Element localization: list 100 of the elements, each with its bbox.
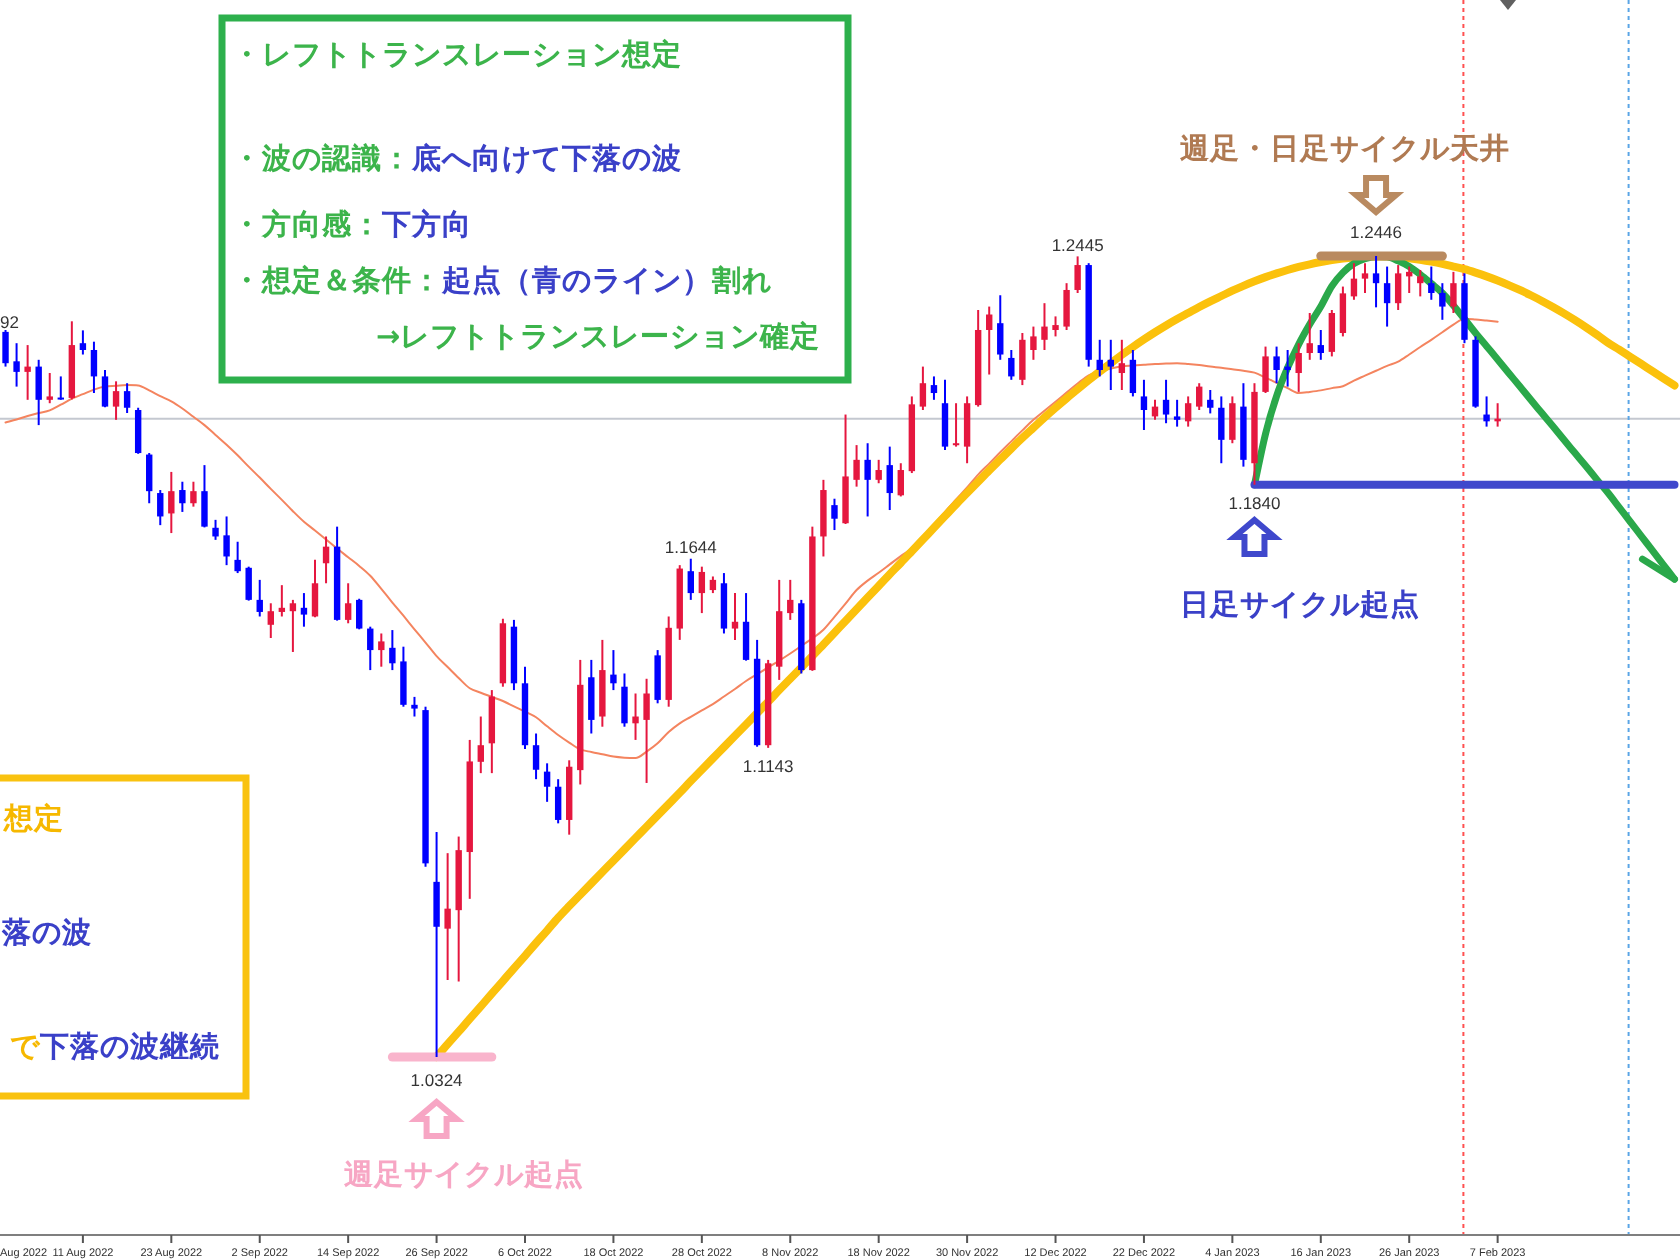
candlestick [1317,328,1324,361]
candlestick [1229,395,1236,445]
annotation: 1.1840 [1228,492,1282,513]
text: ・レフトトランスレーション想定 [232,36,682,72]
candlestick [444,852,451,981]
candlestick [1096,338,1103,378]
candlestick [367,625,374,672]
annotation: 落の波 [0,916,92,950]
candlestick [1417,268,1424,298]
candlestick [820,478,827,558]
candlestick [1483,395,1490,428]
candlestick [344,582,352,625]
candlestick [941,378,949,452]
candlestick [997,294,1004,361]
candlestick [698,565,706,615]
candlestick [532,732,540,781]
candlestick [963,395,971,465]
candlestick [13,342,20,388]
text: ・方向感： [232,206,382,242]
candlestick [35,358,42,427]
candlestick [300,592,308,628]
candlestick [190,480,197,508]
candlestick [57,375,64,401]
text: ・波の認識： [232,142,412,176]
annotation: 1.0324 [410,1070,464,1090]
candlestick [378,632,385,668]
candlestick [157,489,164,527]
candlestick [101,369,109,409]
candlestick [411,695,418,718]
candlestick [146,452,153,505]
candlestick [356,597,363,631]
candlestick [1052,315,1059,338]
candlestick [1196,382,1203,412]
candlestick [256,578,263,618]
candlestick [322,535,330,585]
annotation: 下落の波継続 [38,1030,220,1064]
candlestick [687,557,694,601]
candlestick [433,831,440,1058]
candlestick [1074,255,1081,294]
candlestick [1306,312,1313,361]
candlestick [1030,325,1037,361]
candlestick [46,372,53,405]
candlestick [389,629,396,672]
candlestick [1428,265,1435,301]
candlestick [897,462,904,498]
candlestick [554,778,562,825]
candlestick [1262,345,1269,395]
candlestick [588,658,595,735]
candlestick [201,464,208,529]
candlestick [1450,270,1457,314]
candlestick [742,592,750,662]
candlestick [212,518,219,541]
candlestick [1063,282,1070,331]
candlestick [267,602,274,639]
annotation: 1.2446 [1350,222,1403,242]
candlestick [1361,262,1369,294]
candlestick [1184,395,1192,428]
candlestick [610,649,617,692]
candlestick [24,344,31,401]
candlestick [234,540,241,575]
candlestick [1207,389,1214,415]
candlestick [1118,338,1126,391]
candlestick [179,480,186,513]
candlestick [112,380,120,421]
candlestick [488,689,496,775]
candlestick [2,328,9,368]
text: 週足・日足サイクル天井 [1178,132,1510,166]
candlestick [1295,342,1302,393]
candlestick [654,649,661,705]
candlestick [720,572,728,635]
candlestick [1394,264,1402,311]
candlestick [134,406,142,455]
candlestick [1339,285,1347,338]
annotation: 92 [0,312,20,332]
candlestick [919,365,927,412]
candlestick [986,305,993,376]
candlestick [1439,282,1446,321]
annotation: 1.1644 [664,536,718,557]
annotation: ・想定＆条件： [232,262,442,298]
annotation: で [10,1032,42,1064]
candlestick [79,329,87,356]
candlestick [842,413,849,526]
candlestick [952,402,960,448]
candlestick [223,515,230,567]
candlestick [1273,345,1280,385]
candlestick [886,445,893,512]
candlestick [477,715,484,775]
annotation: 割れ [710,264,772,298]
annotation: 起点（青のライン） [440,264,712,298]
candlestick [621,672,628,728]
candlestick [1129,348,1137,398]
candlestick [1218,395,1225,465]
candlestick [853,444,860,488]
text: 底へ向けて下落の波 [410,140,682,176]
candlestick [1107,338,1114,391]
text: 下方向 [380,206,472,242]
candlestick [1140,378,1148,432]
annotation: →レフトトランスレーション確定 [376,318,821,354]
candlestick [1041,302,1048,351]
candlestick [289,598,297,653]
